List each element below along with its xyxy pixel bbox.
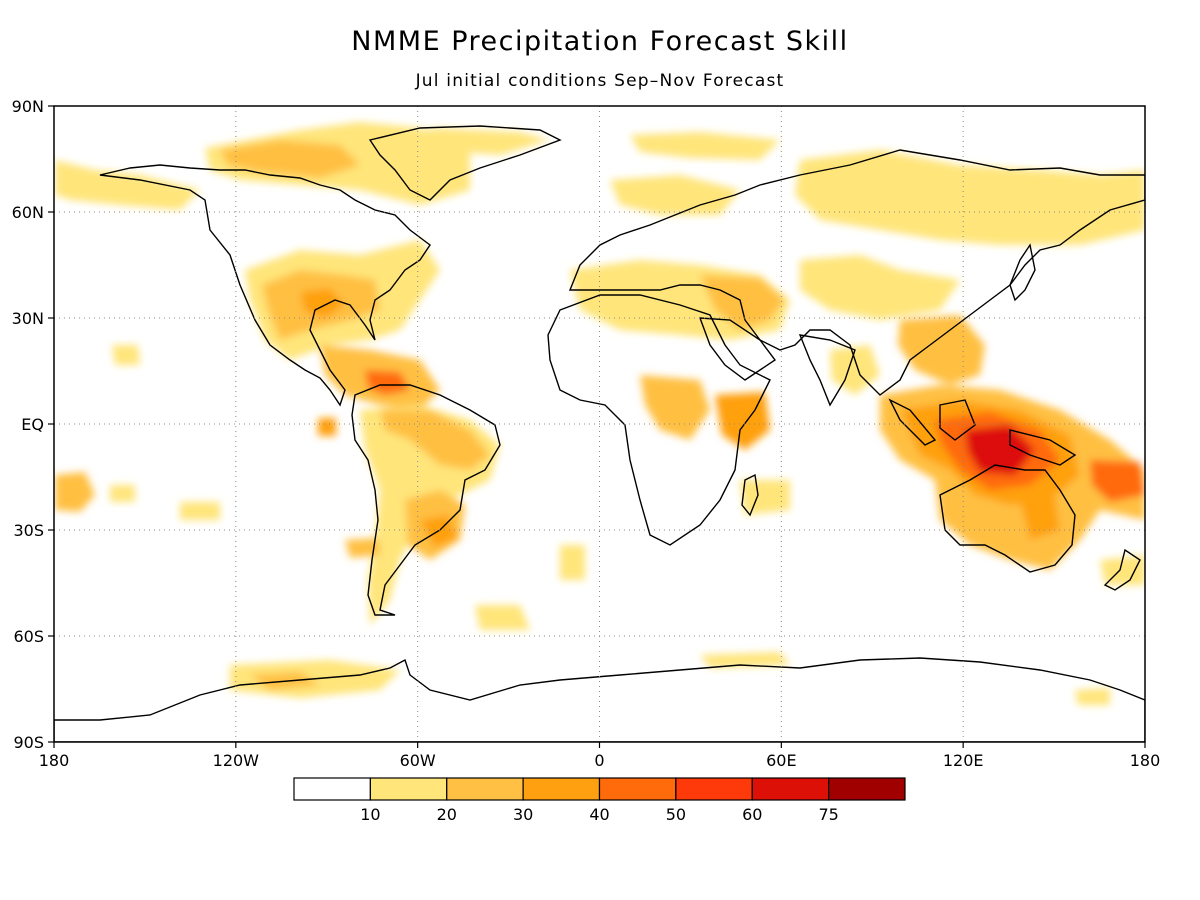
colorbar-swatch [446,777,524,801]
coastlines [54,125,1145,742]
skill-patch [700,652,790,668]
skill-patch [318,418,336,436]
lat-axis-labels: 90N 60N 30N EQ 30S 60S 90S [12,97,54,752]
coastline-australia [939,464,1076,573]
skill-patch [345,538,380,558]
skill-patch [1090,460,1145,502]
map-title: NMME Precipitation Forecast Skill [351,26,849,57]
coastline-new-guinea [1009,429,1077,466]
skill-patch [560,545,585,580]
grid-lines [54,106,1145,742]
colorbar-label: 75 [818,805,838,824]
coastline-africa [547,294,771,546]
colorbar-label: 30 [513,805,533,824]
skill-patch [1075,688,1110,705]
skill-patch [112,345,140,365]
coastline-madagascar [741,473,759,517]
lat-tick-label: 60S [13,627,44,646]
lon-tick-label: 120E [943,751,984,770]
coastline-antarctica [54,657,1145,742]
colorbar-label: 10 [360,805,380,824]
skill-patch [700,275,785,330]
lon-tick-label: 60W [400,751,436,770]
skill-patch [365,370,410,395]
skill-patch [300,288,345,318]
lat-tick-label: 90S [13,733,44,752]
skill-patch [55,160,200,210]
colorbar-swatch [293,777,371,801]
lat-tick-label: EQ [21,415,44,434]
lat-tick-label: 60N [12,203,44,222]
colorbar-swatch [751,777,830,801]
coastline-india [798,334,856,407]
lon-tick-label: 180 [1130,751,1161,770]
map-subtitle: Jul initial conditions Sep–Nov Forecast [415,71,785,91]
colorbar-label: 40 [589,805,609,824]
skill-shading [55,122,1145,705]
colorbar-label: 60 [742,805,762,824]
skill-patch [55,472,95,512]
colorbar-swatch [598,777,677,801]
lon-tick-label: 60E [766,751,796,770]
skill-patch [1100,555,1145,585]
skill-patch [110,485,135,502]
colorbar: 10 20 30 40 50 60 75 [293,777,906,824]
colorbar-swatch [522,777,601,801]
coastline-south-america [351,384,501,616]
skill-patch [380,410,490,470]
skill-patch [420,515,458,548]
skill-patch [180,502,220,520]
lat-tick-label: 30S [13,521,44,540]
skill-patch [800,255,960,320]
skill-patch [610,175,740,215]
skill-patch [630,132,780,160]
skill-patch [475,605,530,630]
skill-patch [898,315,985,385]
skill-patch [795,150,1145,245]
skill-patch [220,140,360,178]
colorbar-label: 50 [666,805,686,824]
coastline-greenland [368,125,562,201]
lon-axis-labels: 180 120W 60W 0 60E 120E 180 [39,742,1161,770]
colorbar-swatch [828,777,906,801]
lat-tick-label: 30N [12,309,44,328]
coastline-sumatra [888,398,937,446]
lat-tick-label: 90N [12,97,44,116]
colorbar-swatch [675,777,753,801]
skill-patch [965,425,1035,475]
colorbar-swatch [369,777,448,801]
skill-patch [640,375,710,440]
skill-patch [715,392,770,450]
coastline-japan [1009,243,1036,302]
skill-patch [380,128,550,155]
lon-tick-label: 180 [39,751,70,770]
lon-tick-label: 120W [213,751,260,770]
coastline-north-america [99,164,431,407]
coastline-arabia [698,317,777,381]
coastline-new-zealand [1103,548,1141,591]
skill-patch [740,480,790,515]
lon-tick-label: 0 [594,751,604,770]
colorbar-label: 20 [437,805,457,824]
